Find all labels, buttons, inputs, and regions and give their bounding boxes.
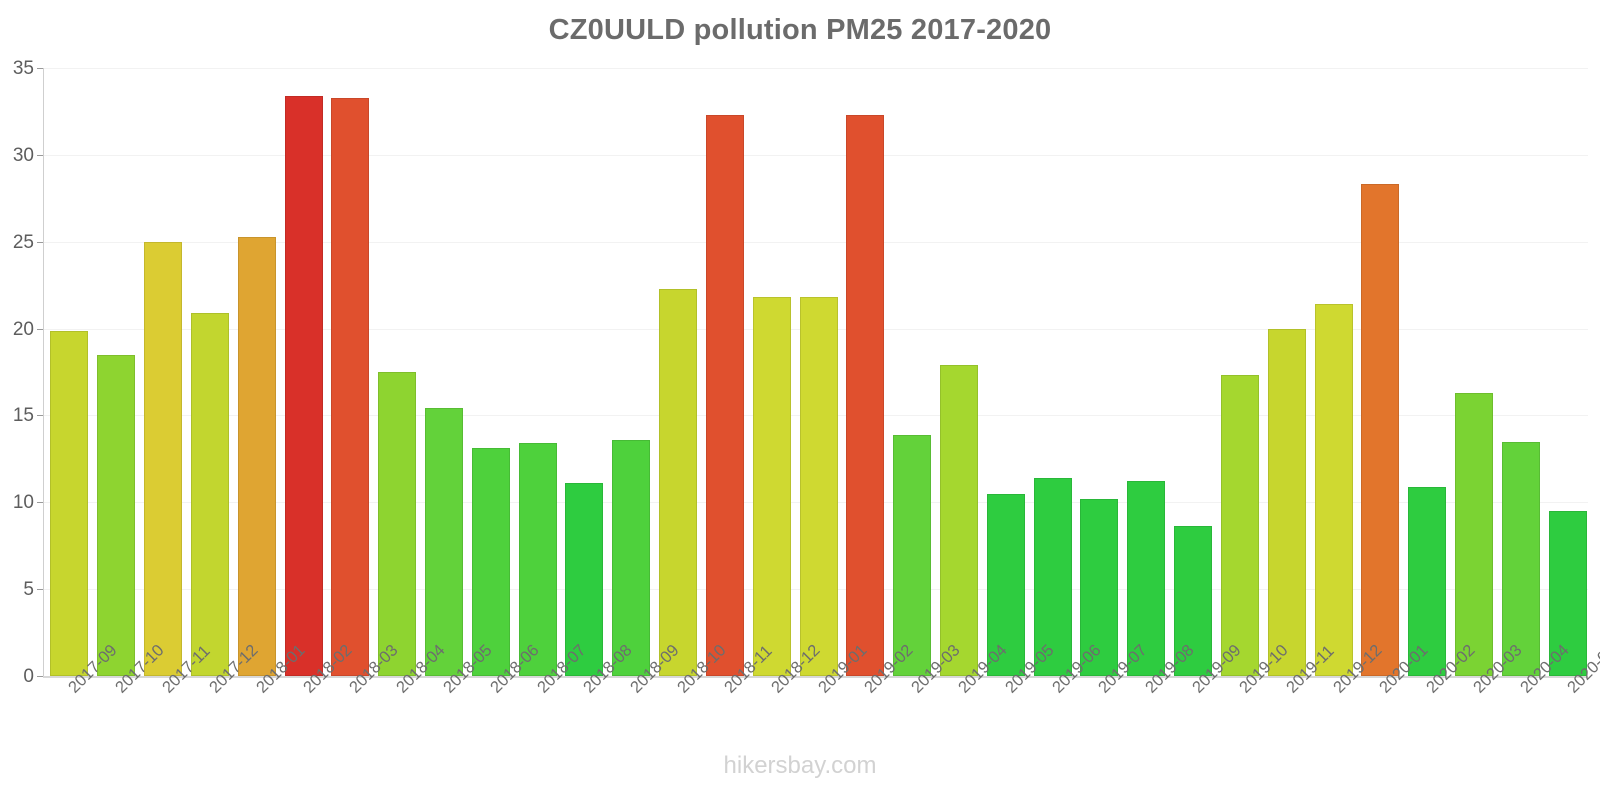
x-axis-line (43, 676, 1588, 678)
bar[interactable] (471, 448, 510, 676)
y-tick-mark (37, 68, 43, 69)
bar[interactable] (893, 434, 932, 676)
y-tick-mark (37, 502, 43, 504)
bar[interactable] (612, 439, 651, 676)
bar[interactable] (1033, 477, 1072, 676)
bar[interactable] (518, 443, 557, 676)
y-axis-tick-label: 10 (12, 492, 34, 514)
bar[interactable] (50, 331, 89, 676)
bar-series (43, 68, 1588, 676)
bar[interactable] (1174, 525, 1213, 676)
bar[interactable] (986, 493, 1025, 676)
bar[interactable] (97, 354, 136, 676)
y-tick-mark (37, 676, 43, 677)
bar[interactable] (846, 114, 885, 676)
y-tick-mark (37, 241, 43, 243)
bar[interactable] (939, 365, 978, 676)
gridline (43, 241, 1588, 243)
bar[interactable] (1408, 486, 1447, 676)
plot-area (37, 68, 1588, 678)
y-tick-mark (37, 589, 43, 591)
y-axis-tick-label: 15 (12, 405, 34, 427)
y-axis-tick-label: 35 (12, 58, 34, 79)
y-axis-tick-label: 30 (12, 144, 34, 166)
bar[interactable] (659, 288, 698, 676)
gridline (43, 154, 1588, 156)
bar[interactable] (1454, 392, 1493, 676)
watermark: hikersbay.com (723, 752, 877, 779)
y-axis-tick-label: 0 (23, 666, 34, 687)
bar[interactable] (1361, 184, 1400, 676)
y-axis-tick-label: 20 (12, 318, 34, 340)
bar[interactable] (1314, 304, 1353, 676)
bar[interactable] (331, 97, 370, 676)
bar[interactable] (752, 297, 791, 676)
gridline (43, 68, 1588, 69)
bar[interactable] (1501, 441, 1540, 676)
y-axis-tick-label: 5 (23, 579, 34, 601)
bar[interactable] (1080, 498, 1119, 676)
y-axis-line (43, 68, 44, 676)
chart-title: CZ0UULD pollution PM25 2017-2020 (548, 14, 1052, 46)
y-tick-mark (37, 328, 43, 330)
bar[interactable] (1127, 481, 1166, 676)
bar[interactable] (1548, 510, 1587, 676)
bar[interactable] (1267, 329, 1306, 676)
bar[interactable] (237, 236, 276, 676)
bar[interactable] (190, 312, 229, 676)
bar[interactable] (1220, 375, 1259, 676)
bar[interactable] (144, 241, 183, 676)
bar[interactable] (378, 372, 417, 676)
bar[interactable] (705, 114, 744, 676)
bar[interactable] (565, 483, 604, 676)
y-axis-tick-label: 25 (12, 231, 34, 253)
y-tick-mark (37, 415, 43, 417)
bar[interactable] (799, 297, 838, 676)
bar[interactable] (284, 95, 323, 676)
bar[interactable] (424, 408, 463, 676)
y-tick-mark (37, 154, 43, 156)
